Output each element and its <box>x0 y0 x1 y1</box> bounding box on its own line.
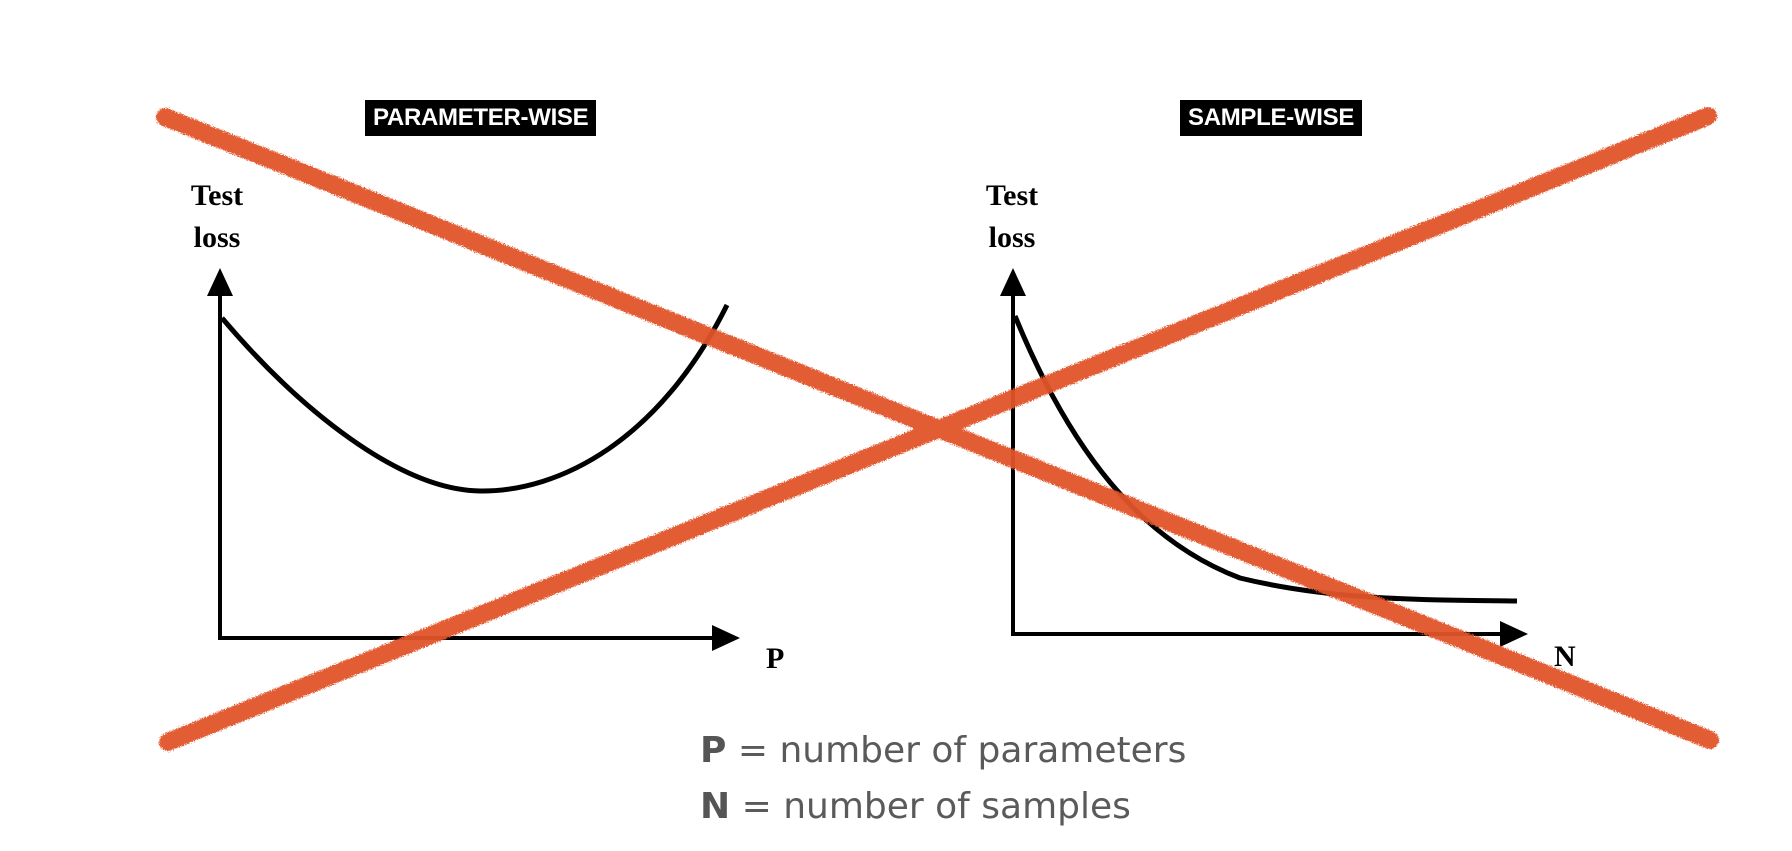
legend-n-symbol: N <box>700 786 730 827</box>
left-x-axis-label: P <box>766 642 784 676</box>
legend-p-text: = number of parameters <box>726 730 1186 771</box>
legend-n-definition: N = number of samples <box>700 786 1131 827</box>
x-mark-icon <box>165 116 1710 742</box>
left-y-axis-label-line1: Test <box>157 175 277 217</box>
left-test-loss-curve <box>222 305 727 491</box>
right-y-axis-label-line2: loss <box>952 217 1072 259</box>
right-y-axis-label: Test loss <box>952 175 1072 259</box>
parameter-wise-title: PARAMETER-WISE <box>365 100 596 136</box>
right-x-axis-arrowhead <box>1500 621 1528 647</box>
sample-wise-title: SAMPLE-WISE <box>1180 100 1362 136</box>
legend-n-text: = number of samples <box>730 786 1131 827</box>
right-y-axis-arrowhead <box>1000 268 1026 296</box>
right-x-axis-label: N <box>1554 640 1576 674</box>
left-x-axis-arrowhead <box>712 625 740 651</box>
left-y-axis-label-line2: loss <box>157 217 277 259</box>
left-y-axis-arrowhead <box>207 268 233 296</box>
right-panel-axes <box>1000 268 1528 647</box>
right-y-axis-label-line1: Test <box>952 175 1072 217</box>
legend-p-symbol: P <box>700 730 726 771</box>
legend-p-definition: P = number of parameters <box>700 730 1186 771</box>
left-y-axis-label: Test loss <box>157 175 277 259</box>
